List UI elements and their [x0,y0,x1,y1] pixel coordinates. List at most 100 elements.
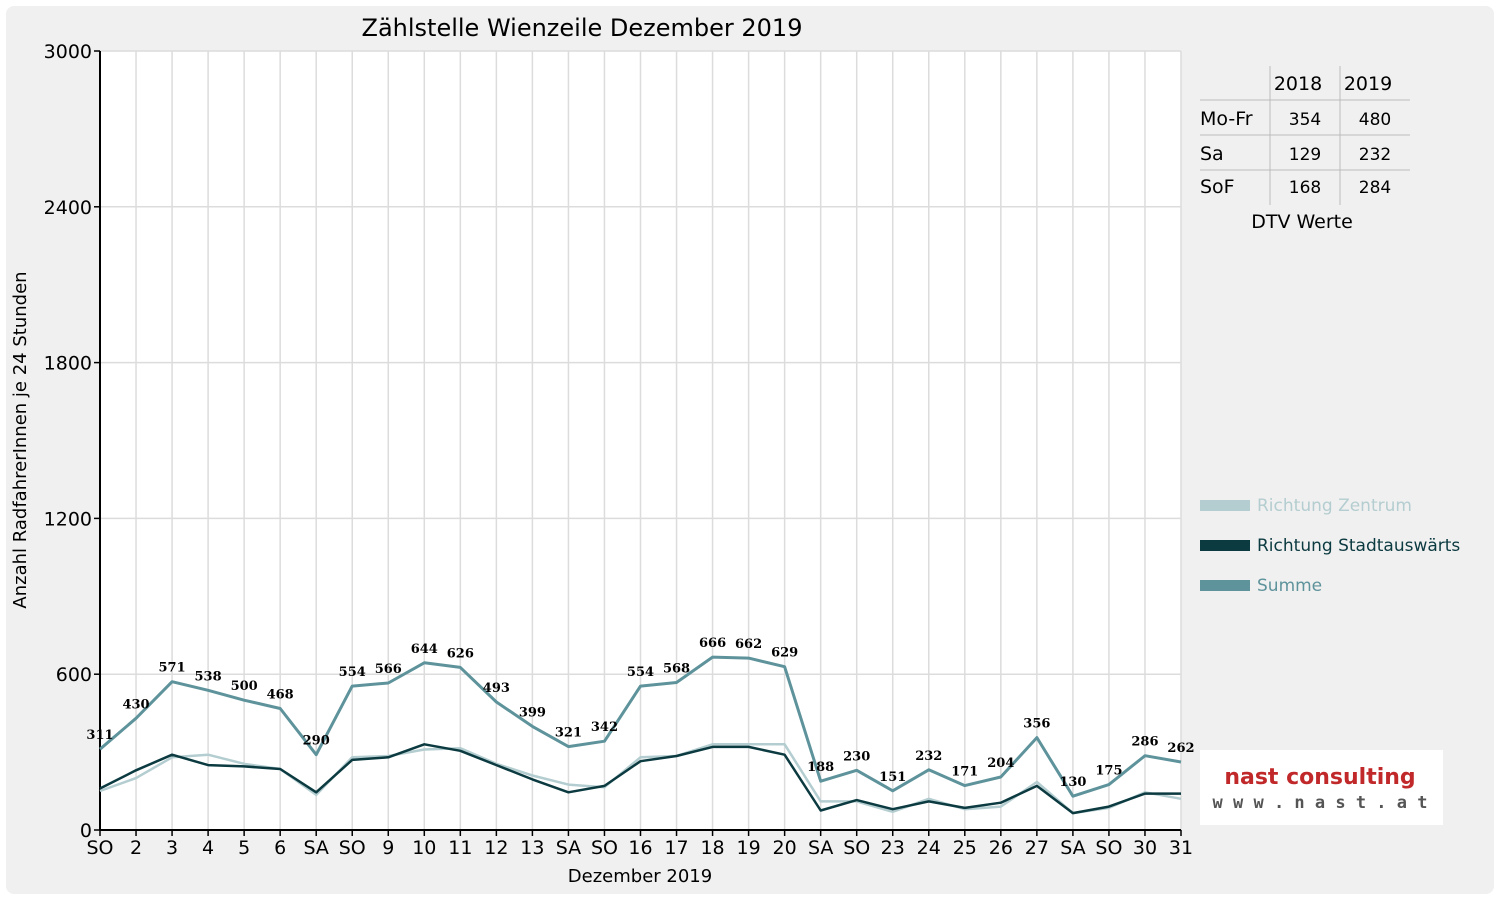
logo-name: nast consulting [1224,765,1415,790]
logo-box [1200,750,1443,825]
y-axis-title: Anzahl RadfahrerInnen je 24 Stunden [10,271,31,608]
dtv-caption: DTV Werte [1251,211,1353,233]
x-tick-label: SO [1095,837,1122,859]
legend-swatch-stadtauswaerts [1200,540,1250,551]
legend-swatch-summe [1200,580,1250,591]
data-label: 626 [447,646,474,661]
data-label: 130 [1059,775,1086,790]
dtv-cell: 480 [1359,110,1391,130]
x-tick-label: 11 [448,837,472,859]
y-tick-label: 3000 [44,41,92,63]
x-tick-label: SA [1060,837,1085,859]
data-label: 666 [699,636,726,651]
x-tick-label: 10 [412,837,436,859]
data-label: 430 [122,697,149,712]
x-tick-label: 26 [989,837,1013,859]
data-label: 399 [519,705,546,720]
data-label: 356 [1023,717,1050,732]
x-tick-label: 25 [953,837,977,859]
data-label: 629 [771,646,798,661]
x-tick-label: 16 [628,837,652,859]
x-tick-label: 4 [202,837,214,859]
dtv-table: 2018 2019 Mo-Fr 354 480 Sa 129 232 SoF 1… [1200,66,1410,233]
x-tick-label: 5 [238,837,250,859]
data-label: 566 [375,662,402,677]
grid-lines [100,50,1182,831]
data-label: 230 [843,749,870,764]
x-tick-label: 18 [700,837,724,859]
data-label: 662 [735,637,762,652]
x-tick-label: 24 [917,837,941,859]
legend-label-zentrum: Richtung Zentrum [1257,496,1412,516]
x-tick-label: 31 [1169,837,1193,859]
x-tick-label: 13 [520,837,544,859]
legend-swatch-zentrum [1200,500,1250,511]
y-tick-label: 1800 [44,353,92,375]
data-label: 554 [627,665,654,680]
logo: nast consulting w w w . n a s t . a t [1200,750,1443,825]
series-line-stadtauswaerts [99,743,1181,815]
dtv-col-2018: 2018 [1274,73,1322,95]
data-label: 568 [663,662,690,677]
x-tick-label: SO [591,837,618,859]
dtv-cell: 232 [1359,145,1391,165]
data-label: 468 [267,687,294,702]
x-tick-label: SA [808,837,833,859]
y-tick-label: 0 [80,820,92,842]
legend-label-summe: Summe [1257,576,1322,596]
data-label: 554 [339,665,366,680]
x-tick-label: 3 [166,837,178,859]
x-tick-label: SA [303,837,328,859]
x-tick-label: 12 [484,837,508,859]
x-tick-label: 27 [1025,837,1049,859]
dtv-cell: 129 [1289,145,1321,165]
data-label: 321 [555,726,582,741]
x-tick-label: SO [86,837,113,859]
data-label: 644 [411,642,438,657]
dtv-row-label: Sa [1200,143,1224,165]
y-tick-label: 1200 [44,508,92,530]
x-axis-title: Dezember 2019 [568,866,712,887]
data-label: 262 [1167,741,1194,756]
x-tick-label: 6 [274,837,286,859]
data-label: 342 [591,720,618,735]
data-label: 171 [951,765,978,780]
x-tick-label: 2 [130,837,142,859]
data-label: 175 [1095,764,1122,779]
x-tick-label: 17 [664,837,688,859]
y-tick-label: 600 [56,664,92,686]
dtv-row-label: Mo-Fr [1200,108,1253,130]
legend-label-stadtauswaerts: Richtung Stadtauswärts [1257,536,1460,556]
data-label: 286 [1131,735,1158,750]
dtv-col-2019: 2019 [1344,73,1392,95]
dtv-cell: 284 [1359,178,1391,198]
data-label: 290 [303,734,330,749]
data-label: 493 [483,681,510,696]
data-label: 538 [195,669,222,684]
dtv-cell: 168 [1289,178,1321,198]
x-tick-label: SA [556,837,581,859]
data-label: 571 [158,661,185,676]
x-tick-label: 9 [382,837,394,859]
x-tick-label: 20 [773,837,797,859]
data-label: 188 [807,760,834,775]
data-label: 311 [86,728,113,743]
series-line-summe [99,655,1182,798]
data-label: 232 [915,749,942,764]
x-tick-label: 19 [737,837,761,859]
data-labels: 311 430 571 538 500 468 290 554 566 644 626 493 399 3… [86,636,1194,790]
dtv-cell: 354 [1289,110,1321,130]
data-label: 151 [879,770,906,785]
legend: Richtung Zentrum Richtung Stadtauswärts … [1200,496,1460,596]
series-lines [99,655,1182,815]
x-tick-label: 30 [1133,837,1157,859]
dtv-row-label: SoF [1200,176,1235,198]
data-label: 204 [987,756,1014,771]
x-tick-label: SO [339,837,366,859]
logo-url: w w w . n a s t . a t [1213,793,1428,813]
x-tick-label: 23 [881,837,905,859]
x-tick-label: SO [843,837,870,859]
data-label: 500 [231,679,258,694]
